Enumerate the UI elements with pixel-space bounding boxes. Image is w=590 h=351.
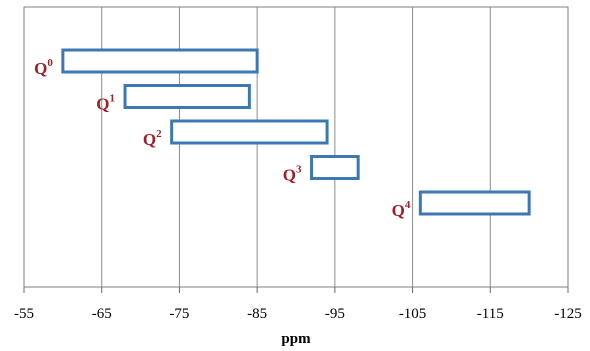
x-tick-label: -125 [554,306,582,322]
category-label: Q3 [283,164,302,185]
range-bar [61,48,259,74]
x-tick-label: -105 [399,306,427,322]
range-bar [418,190,531,216]
x-tick-label: -55 [14,306,34,322]
x-tick-label: -115 [477,306,504,322]
category-label: Q1 [96,93,115,114]
x-tick-label: -75 [169,306,189,322]
x-tick-label: -95 [325,306,345,322]
category-label: Q2 [143,128,162,149]
x-tick-labels: -55 -65 -75 -85 -95 -105 -115 -125 [14,306,582,322]
range-bar [170,119,329,145]
x-axis-title: ppm [281,331,311,347]
range-bar [310,155,360,180]
category-label: Q4 [392,199,411,220]
category-label: Q0 [34,57,53,78]
plot-area-border [23,6,569,288]
x-tick-label: -65 [92,306,112,322]
range-bars [61,48,531,216]
x-tick-label: -85 [247,306,267,322]
category-labels: Q0 Q1 Q2 Q3 Q4 [34,57,411,220]
range-bar [123,84,251,109]
